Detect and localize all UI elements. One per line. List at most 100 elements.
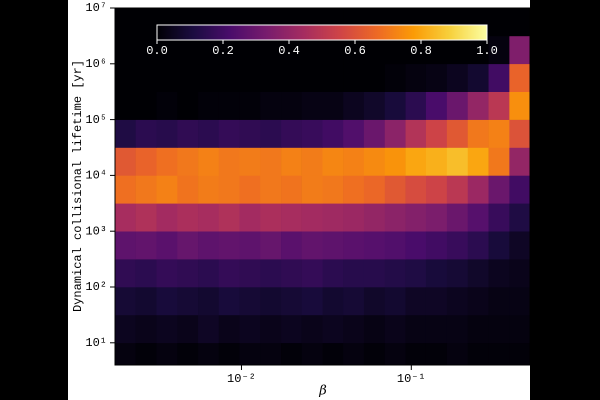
heatmap-cell <box>343 175 365 204</box>
heatmap-cell <box>446 286 469 316</box>
heatmap-cell <box>322 147 344 176</box>
heatmap-cell <box>384 259 406 288</box>
heatmap-cell <box>177 231 199 260</box>
heatmap-cell <box>405 231 427 260</box>
heatmap-cell <box>260 147 282 176</box>
heatmap-cell <box>446 175 469 204</box>
heatmap-cell <box>198 314 220 344</box>
heatmap-cell <box>281 35 302 65</box>
heatmap-cell <box>446 63 469 92</box>
plot-frame <box>114 7 531 366</box>
heatmap-cell <box>343 203 365 232</box>
heatmap-cell <box>239 119 261 148</box>
heatmap-cell <box>281 119 302 148</box>
heatmap-cell <box>301 91 323 120</box>
heatmap-cell <box>405 286 427 316</box>
heatmap-cell <box>260 119 282 148</box>
heatmap-cell <box>260 63 282 92</box>
heatmap-cell <box>301 175 323 204</box>
heatmap-cell <box>239 175 261 204</box>
heatmap-cell <box>343 286 365 316</box>
heatmap-cell <box>425 342 448 366</box>
heatmap-cell <box>177 203 199 232</box>
heatmap-cell <box>384 175 406 204</box>
heatmap-cell <box>177 314 199 344</box>
heatmap-cell <box>115 63 136 92</box>
heatmap-cell <box>509 91 531 120</box>
heatmap-cell <box>488 8 510 37</box>
heatmap-cell <box>509 286 531 316</box>
heatmap-cell <box>384 342 406 366</box>
heatmap-cell <box>384 91 406 120</box>
heatmap-cell <box>425 231 448 260</box>
heatmap-cell <box>156 203 178 232</box>
heatmap-cell <box>156 119 178 148</box>
y-tick-label: 10¹ <box>85 336 107 350</box>
heatmap-cell <box>467 314 489 344</box>
heatmap-cell <box>322 91 344 120</box>
heatmap-cell <box>115 175 136 204</box>
heatmap-cell <box>218 147 240 176</box>
heatmap-cell <box>281 91 302 120</box>
heatmap-cell <box>115 259 136 288</box>
heatmap-cell <box>198 286 220 316</box>
heatmap-cell <box>488 119 510 148</box>
heatmap-cell <box>322 119 344 148</box>
heatmap-cell <box>343 91 365 120</box>
heatmap-cell <box>239 147 261 176</box>
heatmap-cell <box>363 231 386 260</box>
heatmap-cell <box>177 91 199 120</box>
heatmap-cell <box>239 63 261 92</box>
heatmap-cell <box>363 314 386 344</box>
heatmap-cell <box>467 259 489 288</box>
heatmap-cell <box>384 147 406 176</box>
heatmap-cell <box>301 314 323 344</box>
heatmap-cell <box>156 342 178 366</box>
heatmap-cell <box>322 35 344 65</box>
heatmap-cell <box>363 175 386 204</box>
heatmap-cell <box>198 175 220 204</box>
heatmap-cell <box>135 203 157 232</box>
heatmap-cell <box>218 119 240 148</box>
heatmap-cell <box>115 342 136 366</box>
heatmap-cell <box>135 342 157 366</box>
heatmap-cell <box>156 147 178 176</box>
heatmap-cell <box>177 175 199 204</box>
heatmap-cell <box>467 231 489 260</box>
heatmap-cell <box>343 342 365 366</box>
heatmap-cell <box>239 203 261 232</box>
heatmap-cell <box>281 175 302 204</box>
heatmap-cell <box>446 259 469 288</box>
heatmap-cell <box>405 203 427 232</box>
heatmap-cell <box>363 286 386 316</box>
heatmap-cell <box>446 119 469 148</box>
heatmap-cell <box>135 231 157 260</box>
heatmap-cell <box>488 63 510 92</box>
heatmap-cell <box>343 147 365 176</box>
y-tick-label: 10³ <box>85 224 107 238</box>
heatmap-cell <box>260 203 282 232</box>
heatmap-cell <box>239 342 261 366</box>
heatmap-cell <box>218 259 240 288</box>
heatmap-cell <box>322 342 344 366</box>
heatmap-cell <box>135 175 157 204</box>
heatmap-cell <box>446 342 469 366</box>
colorbar-tick-label: 0.8 <box>410 44 432 58</box>
heatmap-cell <box>425 63 448 92</box>
heatmap-cell <box>425 119 448 148</box>
heatmap-cell <box>260 175 282 204</box>
heatmap-cell <box>156 91 178 120</box>
heatmap-cell <box>156 35 178 65</box>
heatmap-cell <box>343 119 365 148</box>
heatmap-cell <box>425 175 448 204</box>
heatmap-cell <box>509 175 531 204</box>
heatmap-cell <box>198 203 220 232</box>
heatmap-cell <box>115 8 136 37</box>
heatmap-cell <box>467 342 489 366</box>
heatmap-cell <box>467 286 489 316</box>
heatmap-cell <box>363 35 386 65</box>
heatmap-cell <box>509 314 531 344</box>
heatmap-cell <box>301 63 323 92</box>
heatmap-cell <box>260 91 282 120</box>
heatmap-cell <box>156 63 178 92</box>
